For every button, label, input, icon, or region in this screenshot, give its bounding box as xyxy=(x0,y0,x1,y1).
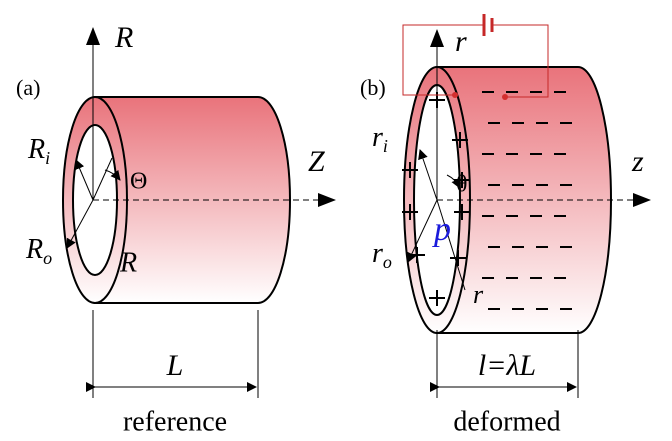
electrode-contact xyxy=(502,94,508,100)
length-label: L xyxy=(166,349,184,382)
panel-label: (a) xyxy=(16,75,40,100)
radius-label: R xyxy=(119,247,137,278)
inner-radius-label: Ri xyxy=(27,134,50,168)
panel-b: (b) r z ri ro θ p r l=λL deformed xyxy=(360,14,650,437)
axis-label: z xyxy=(631,145,644,178)
caption: deformed xyxy=(453,406,560,437)
axis-label: Z xyxy=(308,145,325,178)
angle-label: Θ xyxy=(130,169,147,195)
page: {"panels": [ {"label": "(a)", "axis_vert… xyxy=(0,0,672,441)
angle-label: θ xyxy=(456,172,468,198)
outer-radius-label: ro xyxy=(372,238,392,272)
radius-label: r xyxy=(473,280,484,309)
caption: reference xyxy=(123,406,227,437)
axis-label: r xyxy=(455,25,467,58)
panel-a: (a) R Z Ri Ro Θ R L reference xyxy=(16,21,335,438)
length-label: l=λL xyxy=(478,349,536,382)
diagram: (a) R Z Ri Ro Θ R L reference (b) r z ri… xyxy=(0,0,672,441)
electrode-contact xyxy=(452,92,458,98)
axis-label: R xyxy=(114,21,133,54)
outer-radius-label: Ro xyxy=(25,234,52,268)
pressure-label: p xyxy=(432,211,451,248)
inner-radius-label: ri xyxy=(372,122,388,156)
panel-label: (b) xyxy=(360,75,386,100)
